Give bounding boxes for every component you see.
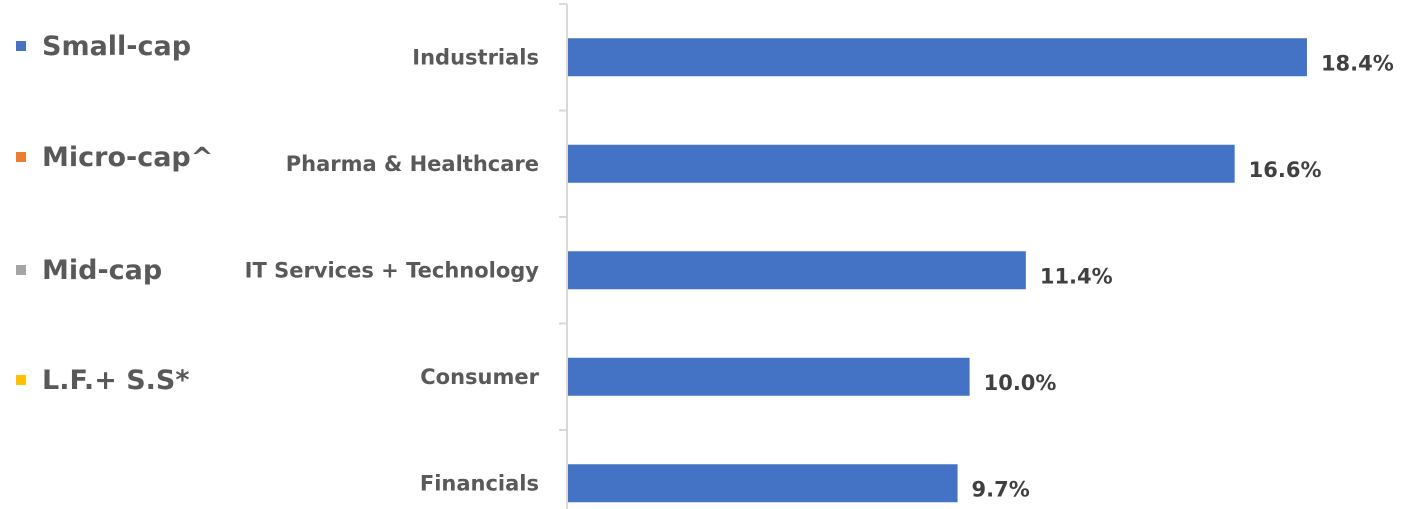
category-label: Pharma & Healthcare bbox=[286, 152, 539, 176]
bar bbox=[568, 251, 1026, 290]
bar bbox=[568, 38, 1307, 77]
legend-label-small-cap: Small-cap bbox=[42, 30, 192, 62]
data-label: 9.7% bbox=[972, 477, 1030, 501]
legend-item-small-cap: Small-cap bbox=[16, 26, 191, 66]
data-label: 18.4% bbox=[1321, 51, 1394, 75]
category-label: Financials bbox=[420, 471, 539, 495]
legend-swatch-micro-cap bbox=[16, 152, 26, 162]
category-label: Consumer bbox=[420, 365, 539, 389]
legend: Small-cap Micro-cap^ Mid-cap L.F.+ S.S* bbox=[0, 0, 240, 509]
legend-label-mid-cap: Mid-cap bbox=[42, 254, 163, 286]
legend-swatch-small-cap bbox=[16, 41, 26, 51]
data-label: 16.6% bbox=[1249, 158, 1322, 182]
legend-item-lf-ss: L.F.+ S.S* bbox=[16, 360, 190, 400]
bar bbox=[568, 144, 1235, 183]
legend-item-mid-cap: Mid-cap bbox=[16, 250, 162, 290]
legend-label-lf-ss: L.F.+ S.S* bbox=[42, 364, 190, 396]
legend-label-micro-cap: Micro-cap^ bbox=[42, 141, 214, 173]
bar bbox=[568, 357, 970, 396]
data-label: 11.4% bbox=[1040, 264, 1113, 288]
data-label: 10.0% bbox=[984, 371, 1057, 395]
legend-swatch-mid-cap bbox=[16, 265, 26, 275]
category-label: IT Services + Technology bbox=[245, 258, 540, 282]
legend-swatch-lf-ss bbox=[16, 375, 26, 385]
bar bbox=[568, 464, 958, 503]
category-label: Industrials bbox=[412, 45, 539, 69]
legend-item-micro-cap: Micro-cap^ bbox=[16, 137, 213, 177]
